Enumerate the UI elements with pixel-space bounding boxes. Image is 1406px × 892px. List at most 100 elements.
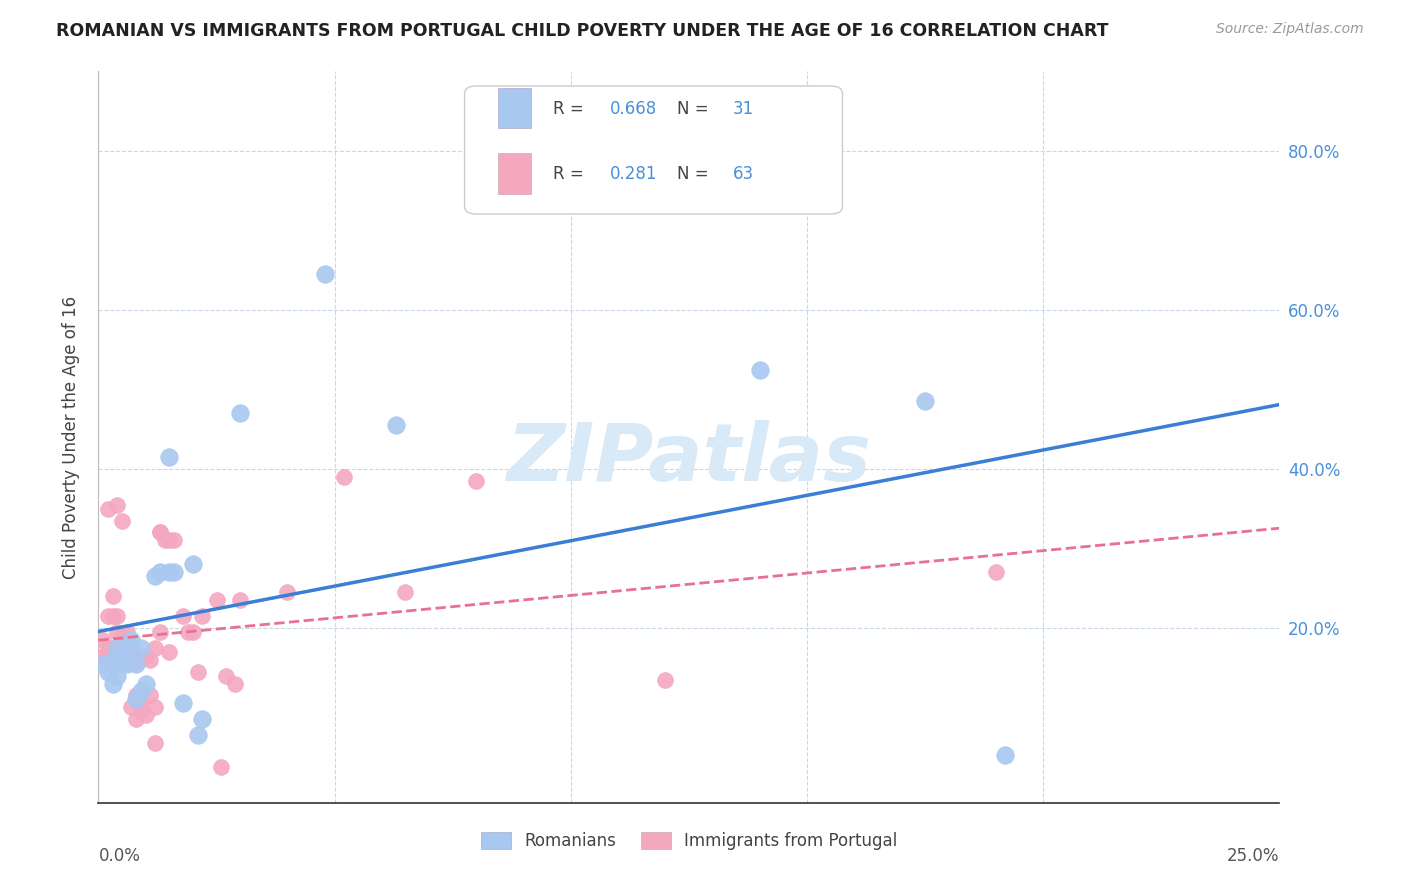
Text: 25.0%: 25.0% (1227, 847, 1279, 864)
Point (465, 474, 488, 488)
Point (97, 665, 120, 679)
Point (181, 558, 204, 572)
Point (143, 700, 166, 714)
Point (105, 640, 128, 655)
Point (115, 640, 138, 655)
Point (125, 657, 148, 671)
Point (101, 676, 124, 690)
Point (181, 624, 204, 639)
Legend: Romanians, Immigrants from Portugal: Romanians, Immigrants from Portugal (474, 825, 904, 856)
Point (111, 657, 134, 671)
FancyBboxPatch shape (498, 88, 530, 128)
Text: Source: ZipAtlas.com: Source: ZipAtlas.com (1216, 22, 1364, 37)
Point (121, 700, 143, 714)
Point (115, 632, 138, 647)
Point (105, 653, 128, 667)
Text: 0.281: 0.281 (610, 165, 658, 183)
Point (163, 566, 186, 580)
Point (748, 362, 770, 376)
Text: N =: N = (678, 165, 714, 183)
Point (91, 632, 114, 647)
Point (187, 728, 209, 742)
Point (105, 624, 128, 639)
Point (143, 569, 166, 583)
Point (143, 640, 166, 655)
Point (191, 712, 214, 726)
Point (224, 676, 246, 690)
Point (149, 624, 172, 639)
Text: ROMANIAN VS IMMIGRANTS FROM PORTUGAL CHILD POVERTY UNDER THE AGE OF 16 CORRELATI: ROMANIAN VS IMMIGRANTS FROM PORTUGAL CHI… (56, 22, 1109, 40)
Point (654, 673, 676, 687)
Text: R =: R = (553, 100, 589, 118)
Point (101, 589, 124, 603)
Point (209, 760, 232, 774)
Point (149, 525, 172, 540)
Point (187, 665, 209, 679)
Point (177, 624, 200, 639)
Point (984, 566, 1007, 580)
Point (314, 267, 336, 281)
Point (101, 609, 124, 624)
Point (115, 624, 138, 639)
Point (157, 566, 180, 580)
Point (125, 692, 148, 706)
Point (276, 585, 298, 599)
Point (115, 648, 138, 663)
Point (101, 640, 124, 655)
Point (91, 648, 114, 663)
Point (191, 609, 214, 624)
Point (121, 645, 143, 659)
Text: N =: N = (678, 100, 714, 118)
Point (205, 593, 228, 607)
Point (215, 668, 238, 682)
Point (139, 653, 162, 667)
Text: 31: 31 (733, 100, 754, 118)
Point (125, 689, 148, 703)
Point (105, 668, 128, 682)
Text: 0.0%: 0.0% (98, 847, 141, 864)
Point (121, 640, 143, 655)
Text: R =: R = (553, 165, 589, 183)
FancyBboxPatch shape (498, 153, 530, 194)
Point (125, 657, 148, 671)
Point (172, 697, 194, 711)
Point (135, 676, 157, 690)
Point (394, 585, 416, 599)
Point (157, 533, 180, 548)
Point (157, 645, 180, 659)
Point (111, 514, 134, 528)
Point (125, 712, 148, 726)
Point (105, 498, 128, 512)
Point (97, 645, 120, 659)
Point (115, 657, 138, 671)
Point (101, 653, 124, 667)
Point (105, 609, 128, 624)
Point (111, 648, 134, 663)
Point (135, 648, 157, 663)
Point (91, 657, 114, 671)
Point (111, 640, 134, 655)
Point (385, 418, 408, 433)
Point (914, 394, 936, 409)
Point (157, 450, 180, 464)
Point (139, 689, 162, 703)
FancyBboxPatch shape (464, 86, 842, 214)
Point (143, 736, 166, 750)
Point (105, 640, 128, 655)
Point (149, 566, 172, 580)
Point (333, 470, 356, 484)
Point (115, 648, 138, 663)
Point (97, 640, 120, 655)
Point (111, 629, 134, 643)
Point (149, 525, 172, 540)
Point (172, 609, 194, 624)
Text: 0.668: 0.668 (610, 100, 657, 118)
Point (229, 593, 252, 607)
Point (111, 657, 134, 671)
Point (135, 708, 157, 723)
Point (994, 748, 1017, 763)
Point (129, 697, 152, 711)
Point (163, 533, 186, 548)
Point (129, 684, 152, 698)
Point (229, 406, 252, 420)
